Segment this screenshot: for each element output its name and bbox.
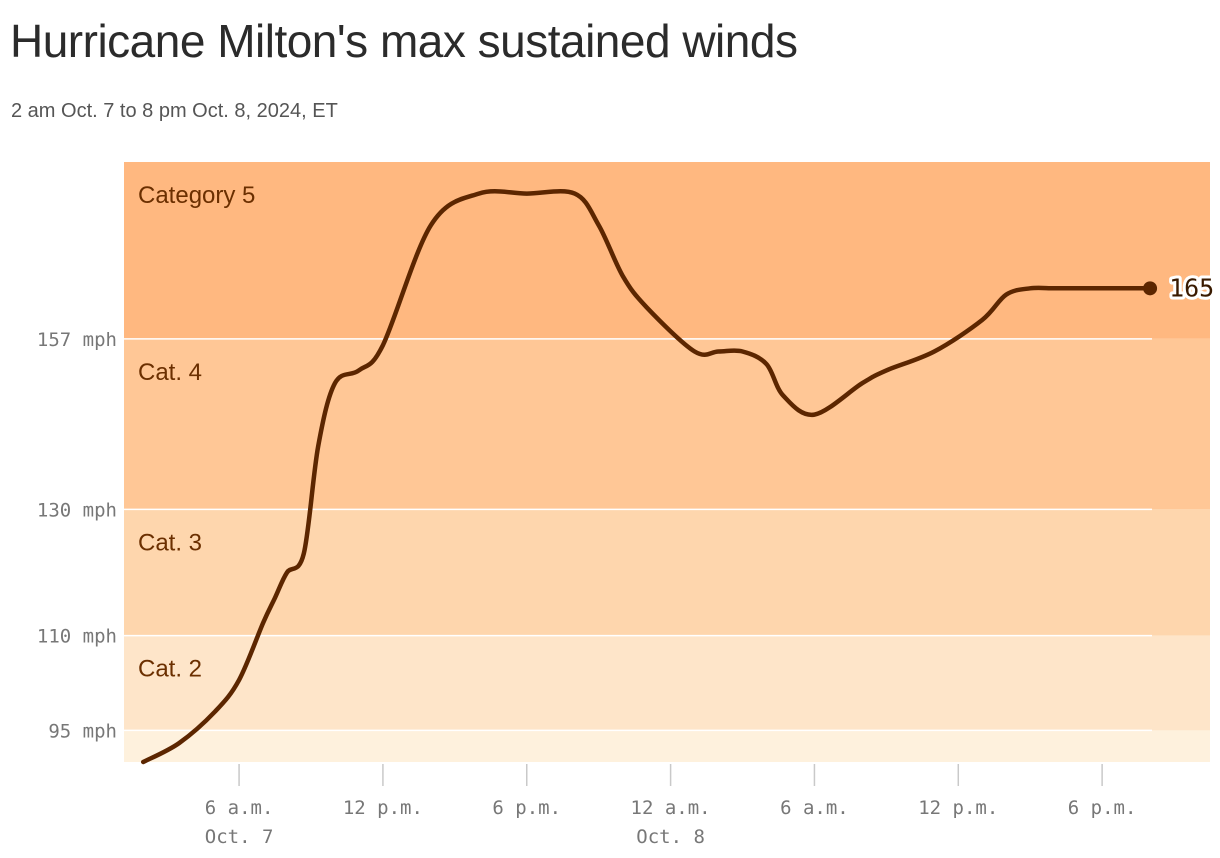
- band-label-cat-4: Cat. 4: [138, 359, 202, 386]
- end-value-halo: 165: [1169, 273, 1214, 302]
- x-tick-label: 12 p.m.: [343, 797, 423, 819]
- band-cat-3: [124, 509, 1210, 636]
- band-cat-4: [124, 338, 1210, 510]
- band-label-cat-3: Cat. 3: [138, 529, 202, 556]
- y-tick-label: 95 mph: [48, 720, 117, 742]
- end-point-marker: [1143, 281, 1158, 296]
- y-axis: 95 mph 110 mph 130 mph 157 mph: [37, 329, 117, 743]
- x-tick-label: 6 a.m.: [205, 797, 274, 819]
- x-axis: 6 a.m. Oct. 7 12 p.m. 6 p.m. 12 a.m. Oct. 8 6 …: [205, 764, 1137, 848]
- x-tick-sublabel: Oct. 8: [636, 826, 705, 848]
- x-tick-label: 12 p.m.: [918, 797, 998, 819]
- y-tick-label: 157 mph: [37, 329, 117, 351]
- x-tick-label: 6 a.m.: [780, 797, 849, 819]
- y-tick-label: 130 mph: [37, 499, 117, 521]
- x-tick-sublabel: Oct. 7: [205, 826, 274, 848]
- chart-title: Hurricane Milton's max sustained winds: [10, 15, 798, 67]
- x-tick-label: 6 p.m.: [1068, 797, 1137, 819]
- series-line-0: [140, 189, 1153, 765]
- band-label-category-5: Category 5: [138, 182, 255, 209]
- band-label-cat-2: Cat. 2: [138, 656, 202, 683]
- end-value-label: 165: [1169, 273, 1214, 302]
- threshold-lines: [124, 338, 1152, 732]
- category-labels: Category 5 Cat. 4 Cat. 3 Cat. 2: [138, 182, 255, 683]
- band-cat-2: [124, 635, 1210, 731]
- y-tick-label: 110 mph: [37, 626, 117, 648]
- x-tick-label: 12 a.m.: [631, 797, 711, 819]
- chart-subtitle: 2 am Oct. 7 to 8 pm Oct. 8, 2024, ET: [11, 100, 338, 122]
- band-category-5: [124, 162, 1210, 339]
- category-bands: [124, 162, 1210, 762]
- x-tick-label: 6 p.m.: [492, 797, 561, 819]
- band-below-95: [124, 730, 1210, 762]
